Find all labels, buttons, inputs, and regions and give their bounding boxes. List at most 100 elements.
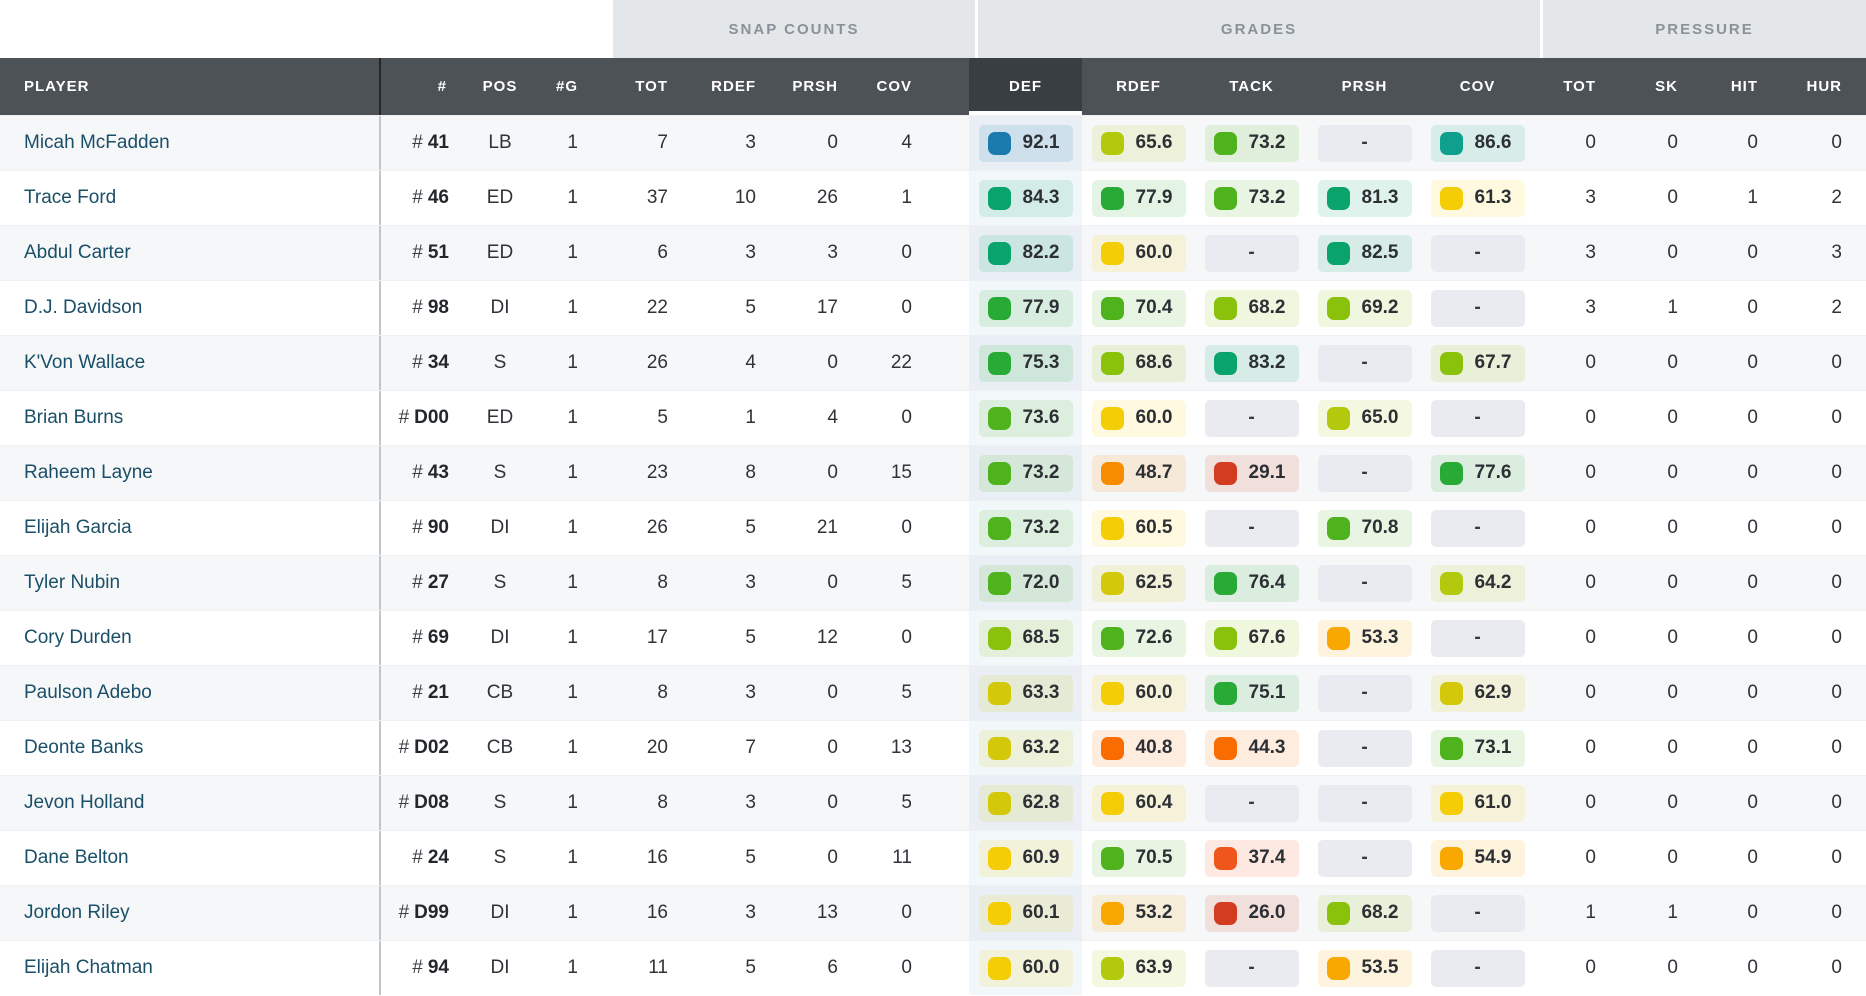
- snap-count-cell: 5: [745, 957, 756, 978]
- player-name-link[interactable]: Trace Ford: [24, 187, 117, 208]
- pressure-cell: 0: [1747, 737, 1758, 758]
- player-name-link[interactable]: Jevon Holland: [24, 792, 145, 813]
- spacer-cell: [924, 336, 969, 390]
- pressure-cell: 0: [1831, 792, 1842, 813]
- jersey-cell: #90: [381, 501, 459, 555]
- jersey-number: D99: [414, 902, 449, 923]
- snap-count-cell: 13: [816, 902, 838, 923]
- grade-badge: 83.2: [1204, 344, 1299, 382]
- player-cell: Jevon Holland: [0, 776, 381, 830]
- jersey-cell: #24: [381, 831, 459, 885]
- player-name-link[interactable]: Abdul Carter: [24, 242, 131, 263]
- column-header-press-tot[interactable]: TOT: [1563, 78, 1596, 95]
- column-header-press-sk[interactable]: SK: [1655, 78, 1678, 95]
- table-row: Dane Belton #24 S 1 16 5 0 11 60.9 70.5 37.4 - 54.9 0…: [0, 830, 1866, 885]
- jersey-hash: #: [412, 847, 423, 868]
- grade-cell: 63.9: [1082, 941, 1195, 995]
- grade-value: 61.3: [1474, 187, 1512, 208]
- pressure-cell: 0: [1667, 682, 1678, 703]
- grade-badge: 60.4: [1091, 784, 1186, 822]
- group-header-row: SNAP COUNTS GRADES PRESSURE: [0, 0, 1866, 58]
- column-header-player[interactable]: PLAYER: [0, 58, 381, 115]
- grade-color-chip: [1439, 186, 1463, 210]
- grade-cell: 26.0: [1195, 886, 1308, 940]
- player-name-link[interactable]: K'Von Wallace: [24, 352, 146, 373]
- snap-count-cell: 0: [827, 352, 838, 373]
- jersey-hash: #: [398, 407, 410, 428]
- grade-color-chip: [1100, 571, 1124, 595]
- column-header-grade-rdef[interactable]: RDEF: [1116, 78, 1161, 95]
- grade-value: 73.2: [1248, 187, 1286, 208]
- player-name-link[interactable]: D.J. Davidson: [24, 297, 143, 318]
- player-name-link[interactable]: Cory Durden: [24, 627, 132, 648]
- table-row: Cory Durden #69 DI 1 17 5 12 0 68.5 72.6 67.6 53.3 -…: [0, 610, 1866, 665]
- column-header-grade-tack[interactable]: TACK: [1229, 78, 1274, 95]
- grade-color-chip: [987, 626, 1011, 650]
- header-spacer: [924, 58, 969, 115]
- column-header-grade-def[interactable]: DEF: [969, 58, 1082, 115]
- player-name-link[interactable]: Elijah Chatman: [24, 957, 153, 978]
- table-row: Deonte Banks # D02 CB 1 20 7 0 13 63.2 40.8 44.3 - 73…: [0, 720, 1866, 775]
- grade-color-chip: [1213, 736, 1237, 760]
- grade-cell: 60.0: [1082, 226, 1195, 280]
- grade-badge: 84.3: [978, 179, 1073, 217]
- column-header-snap-tot[interactable]: TOT: [635, 78, 668, 95]
- pressure-cell: 0: [1747, 462, 1758, 483]
- column-header-row: PLAYER # POS #G TOT RDEF PRSH COV DEF RDEF TACK PRS…: [0, 58, 1866, 115]
- grade-cell: 83.2: [1195, 336, 1308, 390]
- group-snap-counts: SNAP COUNTS: [613, 0, 975, 58]
- grade-cell: 60.0: [1082, 666, 1195, 720]
- grade-badge-empty: -: [1317, 124, 1412, 162]
- grade-badge: 62.9: [1430, 674, 1525, 712]
- jersey-number: 98: [427, 297, 449, 318]
- column-header-jersey[interactable]: #: [437, 78, 447, 95]
- player-name-link[interactable]: Brian Burns: [24, 407, 124, 428]
- column-header-grade-cov[interactable]: COV: [1459, 78, 1496, 95]
- player-name-link[interactable]: Raheem Layne: [24, 462, 153, 483]
- grade-badge: 73.1: [1430, 729, 1525, 767]
- column-header-press-hit[interactable]: HIT: [1730, 78, 1758, 95]
- column-header-grade-prsh[interactable]: PRSH: [1341, 78, 1388, 95]
- column-header-snap-prsh[interactable]: PRSH: [792, 78, 838, 95]
- grade-value: 62.9: [1474, 682, 1512, 703]
- table-row: Tyler Nubin #27 S 1 8 3 0 5 72.0 62.5 76.4 - 64.2 0 0 0…: [0, 555, 1866, 610]
- player-name-link[interactable]: Tyler Nubin: [24, 572, 121, 593]
- player-name-link[interactable]: Dane Belton: [24, 847, 129, 868]
- grade-color-chip: [1100, 901, 1124, 925]
- grade-badge: 72.0: [978, 564, 1073, 602]
- player-name-link[interactable]: Paulson Adebo: [24, 682, 152, 703]
- grade-dash: -: [1361, 132, 1368, 153]
- player-name-link[interactable]: Jordon Riley: [24, 902, 130, 923]
- grade-cell: 48.7: [1082, 446, 1195, 500]
- grade-cell: 72.0: [969, 556, 1082, 610]
- grade-cell: -: [1308, 116, 1421, 170]
- grade-badge-empty: -: [1317, 729, 1412, 767]
- grade-badge: 75.1: [1204, 674, 1299, 712]
- column-header-press-hur[interactable]: HUR: [1806, 78, 1842, 95]
- grade-badge: 73.2: [978, 509, 1073, 547]
- pressure-cell: 0: [1831, 847, 1842, 868]
- column-header-games[interactable]: #G: [555, 78, 578, 95]
- jersey-hash: #: [412, 242, 423, 263]
- snap-count-cell: 8: [657, 572, 668, 593]
- grade-cell: 81.3: [1308, 171, 1421, 225]
- snap-count-cell: 3: [745, 792, 756, 813]
- column-header-pos[interactable]: POS: [482, 78, 518, 95]
- pressure-cell: 3: [1585, 187, 1596, 208]
- pressure-cell: 0: [1747, 407, 1758, 428]
- snap-count-cell: 0: [901, 902, 912, 923]
- grade-badge: 26.0: [1204, 894, 1299, 932]
- column-header-snap-rdef[interactable]: RDEF: [711, 78, 756, 95]
- pressure-cell: 0: [1747, 957, 1758, 978]
- player-name-link[interactable]: Elijah Garcia: [24, 517, 132, 538]
- grade-color-chip: [1213, 571, 1237, 595]
- grade-value: 72.6: [1135, 627, 1173, 648]
- player-cell: Cory Durden: [0, 611, 381, 665]
- column-header-snap-cov[interactable]: COV: [876, 78, 912, 95]
- jersey-number: 21: [427, 682, 449, 703]
- player-name-link[interactable]: Micah McFadden: [24, 132, 170, 153]
- snap-count-cell: 4: [827, 407, 838, 428]
- grade-badge: 73.2: [1204, 124, 1299, 162]
- grade-color-chip: [987, 956, 1011, 980]
- player-name-link[interactable]: Deonte Banks: [24, 737, 144, 758]
